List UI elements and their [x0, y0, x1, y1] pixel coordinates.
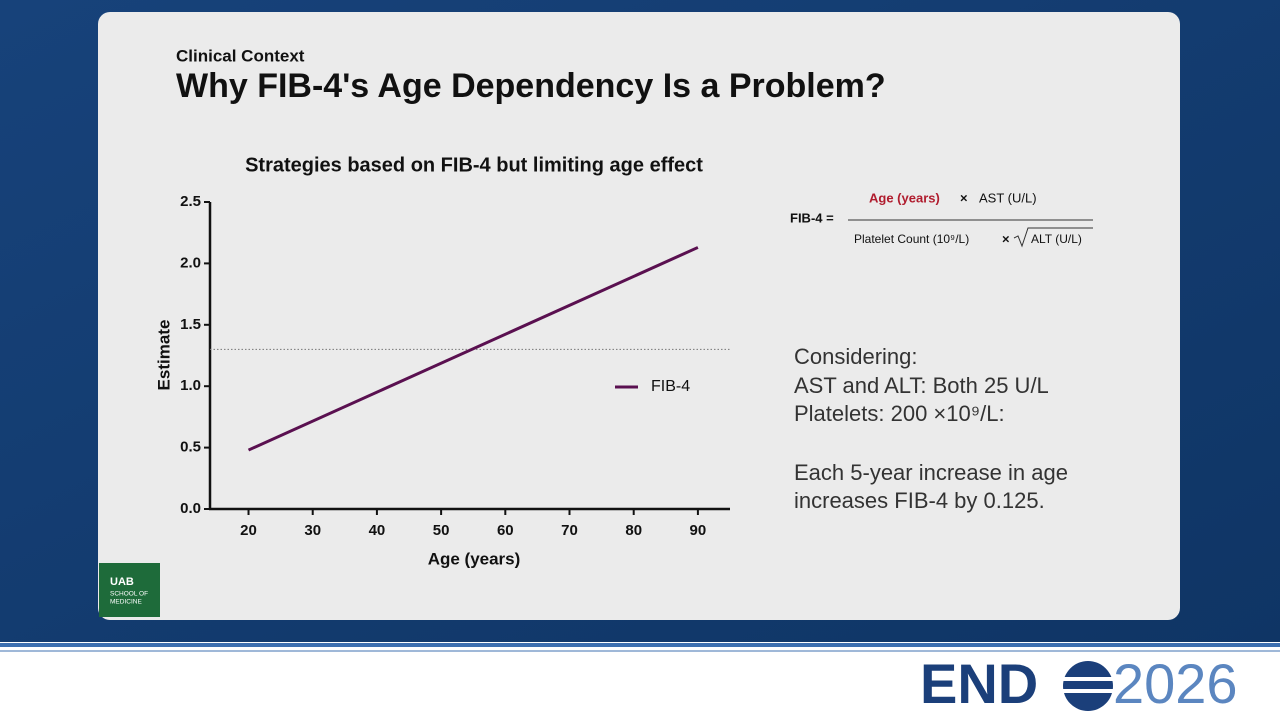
y-tick-label: 0.5 — [180, 439, 201, 456]
note: AST and ALT: Both 25 U/L — [794, 373, 1049, 398]
y-tick-label: 2.5 — [180, 193, 201, 210]
formula-alt: ALT (U/L) — [1031, 232, 1082, 246]
school-logo-text: UAB — [110, 576, 134, 588]
y-axis-label: Estimate — [154, 320, 173, 391]
school-logo — [99, 563, 160, 617]
formula-age: Age (years) — [869, 190, 940, 205]
note: increases FIB-4 by 0.125. — [794, 488, 1045, 513]
note: Considering: — [794, 344, 918, 369]
y-tick-label: 1.0 — [180, 377, 201, 394]
x-axis-label: Age (years) — [428, 549, 521, 568]
event-logo-text: 2026 — [1113, 652, 1238, 715]
event-logo-text: END — [920, 652, 1038, 715]
footer-stripe — [0, 650, 1280, 652]
x-tick-label: 80 — [625, 522, 642, 539]
x-tick-label: 60 — [497, 522, 514, 539]
y-tick-label: 1.5 — [180, 316, 201, 333]
note: Platelets: 200 ×10⁹/L: — [794, 401, 1005, 426]
school-logo-text: SCHOOL OF — [110, 591, 148, 598]
school-logo-text: MEDICINE — [110, 599, 142, 606]
formula-times: × — [960, 190, 968, 205]
note: Each 5-year increase in age — [794, 460, 1068, 485]
sqrt-sign — [1013, 227, 1093, 248]
formula-lhs: FIB-4 = — [790, 210, 834, 225]
x-tick-label: 40 — [369, 522, 386, 539]
formula-times: × — [1002, 231, 1010, 246]
kicker: Clinical Context — [176, 46, 305, 65]
event-logo-globe — [1060, 661, 1116, 711]
x-tick-label: 70 — [561, 522, 578, 539]
card — [98, 12, 1180, 620]
y-tick-label: 2.0 — [180, 254, 201, 271]
plot: 0.0 0.5 1.0 1.5 2.0 2.5 20 30 40 50 60 70 80 90 FIB-4 — [180, 193, 730, 539]
series-line — [247, 246, 699, 452]
chart-title: Strategies based on FIB-4 but limiting a… — [245, 154, 703, 176]
notes: Considering: AST and ALT: Both 25 U/L Pl… — [794, 344, 1068, 513]
x-tick-label: 30 — [304, 522, 321, 539]
x-tick-label: 20 — [240, 522, 257, 539]
y-tick-label: 0.0 — [180, 500, 201, 517]
formula-ast: AST (U/L) — [979, 190, 1037, 205]
footer-stripe — [0, 643, 1280, 647]
formula-platelet: Platelet Count (10⁹/L) — [854, 232, 969, 246]
slide-title: Why FIB-4's Age Dependency Is a Problem? — [176, 67, 886, 105]
x-tick-label: 90 — [690, 522, 707, 539]
x-tick-label: 50 — [433, 522, 450, 539]
legend-label: FIB-4 — [651, 378, 690, 395]
